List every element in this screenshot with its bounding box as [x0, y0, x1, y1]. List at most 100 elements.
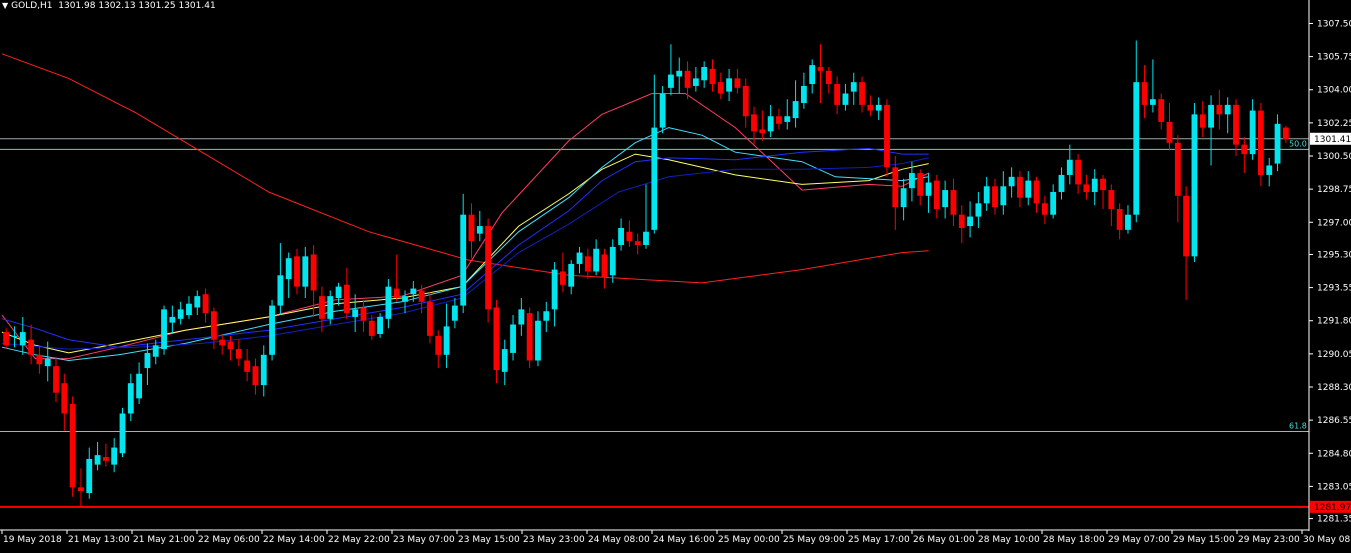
candle-body: [343, 284, 350, 314]
candle-body: [1174, 142, 1181, 196]
candle-body: [950, 190, 957, 215]
candle-body: [294, 256, 300, 287]
candle-body: [136, 373, 143, 399]
dropdown-triangle-icon[interactable]: ▼: [2, 1, 9, 10]
time-axis-label: 22 May 06:00: [198, 535, 260, 545]
candle-body: [1133, 82, 1140, 215]
candle-body: [111, 447, 118, 465]
candle-body: [152, 345, 159, 357]
candle-body: [53, 366, 59, 393]
time-axis-label: 24 May 08:00: [588, 535, 650, 545]
candle-body: [1050, 191, 1057, 215]
candle-body: [726, 78, 733, 92]
candle-body: [385, 286, 392, 319]
candle-body: [3, 332, 10, 346]
candle-body: [127, 383, 134, 414]
candle-body: [1166, 121, 1173, 143]
candle-body: [900, 188, 907, 208]
candle-body: [1108, 190, 1115, 210]
price-axis-label: 1293.55: [1317, 284, 1351, 294]
time-axis-label: 29 May 07:00: [1108, 535, 1170, 545]
time-axis-label: 24 May 16:00: [653, 535, 715, 545]
time-axis-label: 25 May 09:00: [783, 535, 845, 545]
candle-body: [468, 214, 475, 242]
candle-body: [692, 78, 699, 86]
candle-body: [69, 404, 76, 488]
time-axis-label: 21 May 13:00: [68, 535, 130, 545]
candle-body: [742, 85, 749, 117]
candle-body: [834, 84, 841, 105]
candle-body: [626, 231, 633, 242]
candle-body: [559, 271, 566, 285]
price-axis-label: 1297.00: [1317, 218, 1351, 228]
candle-body: [892, 167, 899, 208]
candle-body: [593, 248, 600, 272]
candle-body: [1266, 165, 1273, 175]
fibo-level-label: 61.8: [1289, 421, 1307, 430]
candle-body: [784, 116, 791, 122]
candle-body: [1241, 144, 1248, 155]
price-axis-label: 1281.35: [1317, 515, 1351, 525]
candle-body: [867, 104, 874, 111]
time-axis-label: 26 May 01:00: [913, 535, 975, 545]
candle-body: [352, 309, 359, 317]
candle-body: [1100, 178, 1106, 191]
candle-body: [792, 101, 799, 119]
candle-body: [1149, 99, 1156, 105]
candle-body: [368, 320, 375, 336]
candle-body: [1000, 186, 1007, 206]
moving-average-line: [1, 53, 929, 284]
candle-body: [102, 457, 109, 461]
candle-body: [734, 78, 741, 88]
candle-body: [1258, 110, 1264, 175]
candle-body: [418, 290, 425, 302]
price-axis-label: 1305.75: [1317, 53, 1351, 63]
candle-body: [194, 296, 201, 308]
candle-body: [1091, 178, 1098, 192]
candle-body: [427, 301, 433, 336]
candle-body: [144, 352, 151, 369]
candle-body: [659, 93, 666, 128]
candle-body: [310, 254, 317, 291]
price-axis-label: 1291.80: [1317, 317, 1351, 327]
time-axis-label: 30 May 08:00: [1303, 535, 1351, 545]
fibo-level-label: 50.0: [1289, 139, 1307, 148]
symbol-label: GOLD,H1: [11, 1, 53, 11]
candle-body: [518, 309, 525, 325]
candle-body: [925, 182, 932, 196]
candle-body: [443, 326, 450, 355]
candle-body: [19, 332, 26, 346]
candle-body: [809, 65, 816, 85]
candle-body: [335, 286, 342, 299]
moving-averages-layer: [1, 53, 929, 362]
candle-body: [1224, 104, 1231, 115]
candle-body: [684, 70, 691, 88]
candle-body: [402, 296, 408, 302]
price-axis-label: 1302.25: [1317, 119, 1351, 129]
candle-body: [319, 296, 325, 319]
candle-body: [551, 269, 558, 310]
price-axis-label: 1295.30: [1317, 250, 1351, 260]
price-axis-label: 1288.30: [1317, 383, 1351, 393]
candle-body: [909, 173, 915, 189]
support-price-tag: [1310, 500, 1351, 513]
candle-body: [1116, 209, 1123, 230]
candle-body: [825, 70, 832, 85]
candle-body: [776, 116, 782, 124]
candle-body: [875, 104, 882, 111]
candle-body: [202, 294, 209, 314]
ohlc-values: 1301.98 1302.13 1301.25 1301.41: [58, 1, 216, 11]
candle-body: [676, 70, 683, 77]
candle-body: [601, 254, 608, 278]
candle-body: [377, 316, 383, 334]
candle-body: [244, 360, 251, 372]
candle-body: [975, 203, 982, 217]
candle-body: [119, 413, 126, 454]
candle-body: [942, 190, 949, 208]
candle-body: [983, 186, 990, 204]
candle-body: [917, 173, 924, 196]
candle-body: [410, 288, 417, 295]
